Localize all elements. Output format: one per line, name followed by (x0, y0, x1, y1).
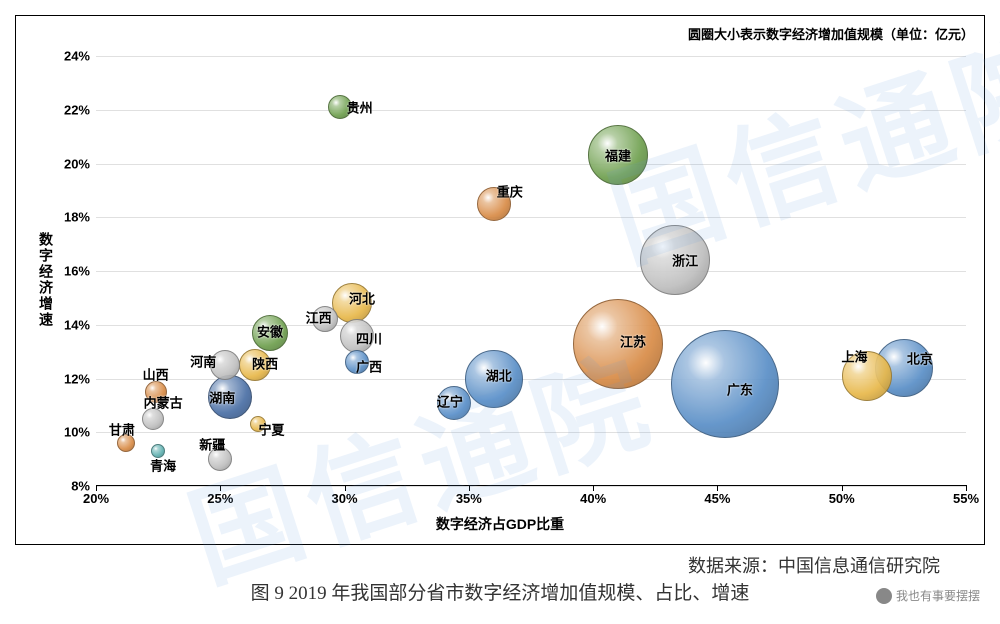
bubble-label: 湖南 (209, 388, 235, 407)
bubble (573, 299, 663, 389)
bubble-label: 内蒙古 (144, 392, 183, 411)
x-tick-label: 40% (580, 491, 606, 506)
x-tick-label: 45% (704, 491, 730, 506)
x-tick-label: 25% (207, 491, 233, 506)
gridline (96, 271, 966, 272)
x-tick-label: 55% (953, 491, 979, 506)
y-tick-label: 16% (64, 264, 90, 279)
chart-container: 圆圈大小表示数字经济增加值规模（单位：亿元） 数字经济增速 8%10%12%14… (15, 15, 985, 545)
bubble-label: 广东 (727, 379, 753, 398)
bubble-label: 江苏 (620, 331, 646, 350)
bubble-label: 重庆 (497, 181, 523, 200)
gridline (96, 432, 966, 433)
gridline (96, 56, 966, 57)
y-tick-label: 20% (64, 156, 90, 171)
bubble-label: 山西 (143, 364, 169, 383)
bubble-label: 安徽 (257, 321, 283, 340)
x-tick-label: 35% (456, 491, 482, 506)
source-note: 数据来源：中国信息通信研究院 (688, 552, 940, 578)
bubble-label: 江西 (306, 308, 332, 327)
bubble-label: 甘肃 (109, 420, 135, 439)
wechat-badge: 我也有事要摆摆 (876, 587, 980, 604)
y-tick-label: 12% (64, 371, 90, 386)
gridline (96, 325, 966, 326)
bubble-label: 福建 (605, 146, 631, 165)
x-tick-label: 50% (829, 491, 855, 506)
gridline (96, 486, 966, 487)
bubble-label: 广西 (356, 357, 382, 376)
y-tick-label: 18% (64, 210, 90, 225)
gridline (96, 217, 966, 218)
wechat-icon (876, 588, 892, 604)
x-tick-label: 30% (332, 491, 358, 506)
y-tick-label: 10% (64, 425, 90, 440)
bubble-label: 青海 (150, 456, 176, 475)
y-tick-label: 24% (64, 49, 90, 64)
figure-caption: 图 9 2019 年我国部分省市数字经济增加值规模、占比、增速 (251, 578, 750, 605)
bubble-label: 河北 (349, 289, 375, 308)
legend-note: 圆圈大小表示数字经济增加值规模（单位：亿元） (688, 24, 974, 43)
bubble-label: 新疆 (199, 435, 225, 454)
wechat-label: 我也有事要摆摆 (896, 587, 980, 604)
bubble-label: 陕西 (252, 354, 278, 373)
y-tick-label: 14% (64, 317, 90, 332)
bubble-label: 贵州 (347, 98, 373, 117)
bubble (671, 330, 779, 438)
bubble-label: 河南 (190, 352, 216, 371)
bubble-label: 辽宁 (437, 391, 463, 410)
bubble-label: 宁夏 (259, 420, 285, 439)
y-tick-label: 22% (64, 102, 90, 117)
y-axis-title: 数字经济增速 (36, 232, 56, 328)
gridline (96, 164, 966, 165)
plot-area: 8%10%12%14%16%18%20%22%24%20%25%30%35%40… (96, 56, 966, 486)
bubble-label: 湖北 (486, 365, 512, 384)
bubble-label: 北京 (907, 348, 933, 367)
x-axis-title: 数字经济占GDP比重 (436, 514, 564, 534)
gridline (96, 110, 966, 111)
bubble-label: 四川 (356, 328, 382, 347)
x-tick-label: 20% (83, 491, 109, 506)
bubble-label: 上海 (842, 346, 868, 365)
bubble-label: 浙江 (672, 251, 698, 270)
